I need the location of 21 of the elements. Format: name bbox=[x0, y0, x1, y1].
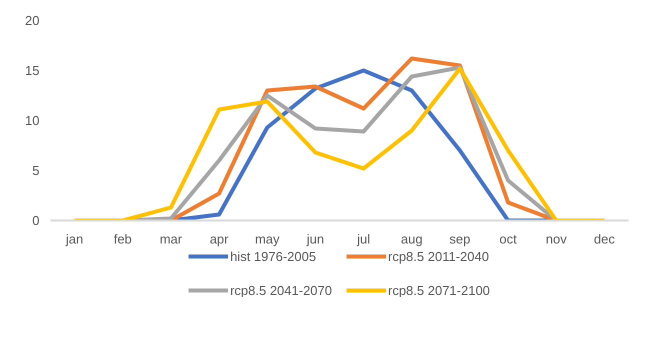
x-tick-label: jun bbox=[306, 232, 324, 246]
x-tick-label: sep bbox=[449, 232, 470, 246]
x-tick-label: jul bbox=[356, 232, 370, 246]
x-tick-label: oct bbox=[499, 232, 518, 246]
x-tick-label: mar bbox=[160, 232, 183, 246]
x-tick-label: aug bbox=[400, 232, 423, 246]
legend-label: hist 1976-2005 bbox=[230, 248, 316, 264]
legend-label: rcp8.5 2011-2040 bbox=[388, 248, 489, 264]
x-tick-label: nov bbox=[546, 232, 568, 246]
legend-label: rcp8.5 2041-2070 bbox=[230, 282, 332, 298]
x-tick-label: feb bbox=[114, 232, 132, 246]
y-tick-label: 20 bbox=[25, 13, 40, 28]
y-tick-label: 5 bbox=[32, 163, 40, 178]
y-tick-label: 0 bbox=[32, 213, 40, 228]
legend-label: rcp8.5 2071-2100 bbox=[388, 282, 490, 298]
x-tick-label: apr bbox=[210, 232, 230, 246]
y-tick-label: 10 bbox=[25, 113, 40, 128]
x-tick-label: may bbox=[254, 232, 280, 246]
y-tick-label: 15 bbox=[25, 63, 40, 78]
x-tick-label: dec bbox=[594, 232, 616, 246]
x-tick-label: jan bbox=[64, 232, 84, 246]
